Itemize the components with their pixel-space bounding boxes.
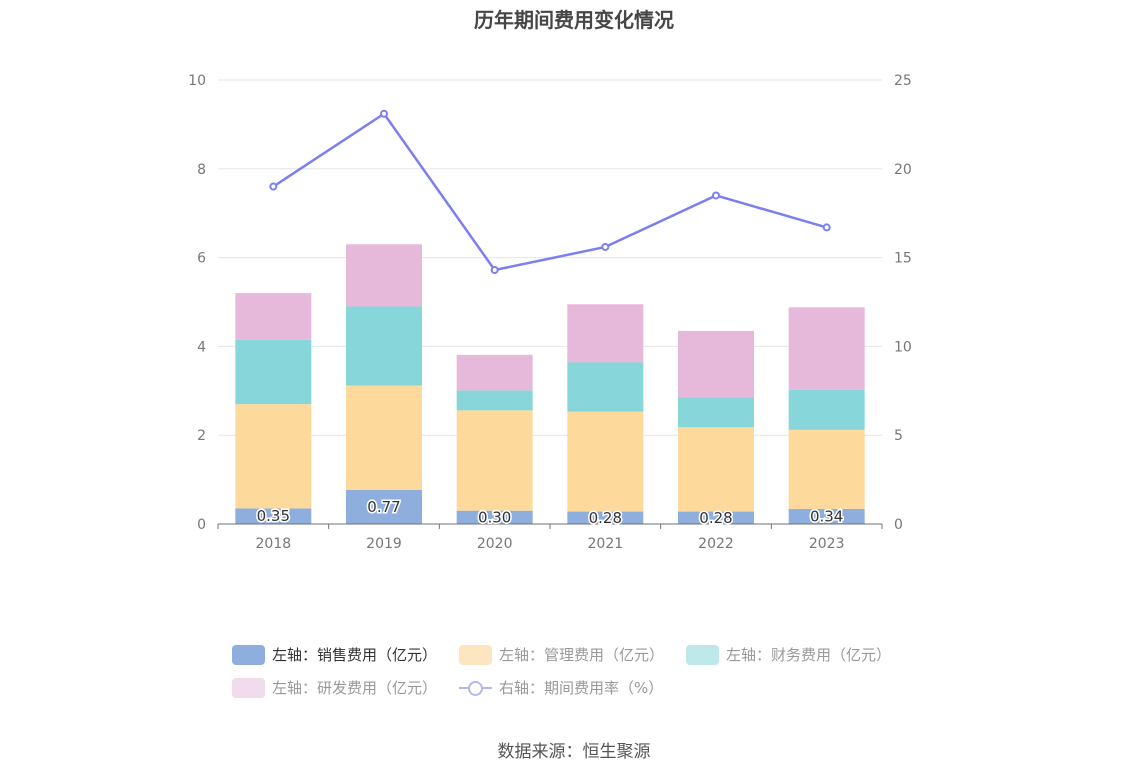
y-left-tick-label: 0 [197, 517, 206, 533]
x-tick-label: 2019 [366, 536, 402, 552]
bar-segment-finance [678, 397, 754, 428]
rate-point [269, 182, 278, 191]
bar-segment-finance [456, 390, 533, 411]
legend-swatch-rd [232, 677, 265, 698]
bar-segment-finance [346, 306, 422, 386]
y-right-tick-label: 15 [894, 251, 912, 267]
data-label-sales: 0.28 [699, 509, 732, 527]
y-right-tick-label: 10 [894, 339, 912, 355]
bar-segment-admin [235, 404, 312, 509]
legend: 左轴：销售费用（亿元） 左轴：管理费用（亿元） 左轴：财务费用（亿元） 左轴：研… [232, 638, 932, 704]
bar-segment-rd [788, 307, 865, 390]
bar-segment-sales [235, 508, 312, 524]
legend-item-admin[interactable]: 左轴：管理费用（亿元） [459, 644, 664, 665]
x-tick-label: 2022 [698, 536, 734, 552]
y-right-tick-label: 25 [894, 73, 912, 89]
legend-item-finance[interactable]: 左轴：财务费用（亿元） [686, 644, 891, 665]
x-tick-label: 2020 [477, 536, 513, 552]
legend-label-finance: 左轴：财务费用（亿元） [726, 646, 892, 664]
y-left-tick-label: 4 [197, 339, 206, 355]
bar-segment-admin [346, 385, 422, 490]
bar-segment-rd [678, 330, 754, 398]
x-tick-label: 2023 [809, 536, 845, 552]
rate-point [822, 223, 831, 232]
bar-segment-admin [678, 427, 754, 512]
bar-segment-rd [567, 304, 644, 363]
chart-title: 历年期间费用变化情况 [474, 8, 674, 32]
y-right-tick-label: 0 [894, 517, 903, 533]
bar-segment-sales [346, 489, 422, 524]
bar-segment-rd [235, 293, 312, 340]
y-left-tick-label: 10 [188, 73, 206, 89]
bar-segment-admin [456, 410, 533, 511]
y-left-tick-label: 8 [197, 162, 206, 178]
rate-line [272, 112, 828, 272]
bar-segment-finance [788, 389, 865, 430]
y-left-tick-label: 2 [197, 428, 206, 444]
legend-item-rd[interactable]: 左轴：研发费用（亿元） [232, 677, 437, 698]
rate-point [712, 191, 720, 200]
rate-point [380, 109, 388, 118]
legend-item-sales[interactable]: 左轴：销售费用（亿元） [232, 644, 437, 665]
bar-segment-admin [567, 411, 644, 512]
y-right-tick-label: 20 [894, 162, 912, 178]
rate-point [490, 266, 499, 275]
bar-segment-sales [456, 510, 533, 524]
data-label-sales: 0.34 [810, 507, 843, 525]
x-tick-label: 2021 [588, 536, 624, 552]
data-label-sales: 0.30 [478, 508, 511, 526]
rate-point [601, 242, 610, 251]
legend-row-1: 左轴：销售费用（亿元） 左轴：管理费用（亿元） 左轴：财务费用（亿元） [232, 638, 932, 671]
legend-swatch-sales [232, 644, 265, 665]
legend-swatch-admin [459, 644, 493, 665]
legend-label-rd: 左轴：研发费用（亿元） [272, 679, 438, 697]
legend-swatch-finance [686, 644, 720, 665]
y-right-tick-label: 5 [894, 428, 903, 444]
chart-canvas: 0 2 4 6 8 10 0 5 10 15 20 25 2018 2019 2020 2021 2022 202… [188, 73, 912, 552]
data-source: 数据来源：恒生聚源 [497, 742, 651, 762]
bar-segment-sales [678, 511, 754, 524]
bar-segment-sales [567, 511, 644, 524]
legend-label-sales: 左轴：销售费用（亿元） [272, 646, 438, 664]
data-label-sales: 0.28 [589, 509, 622, 527]
data-label-sales: 0.77 [367, 498, 400, 516]
legend-label-rate: 右轴：期间费用率（%） [499, 679, 664, 697]
bar-segment-sales [788, 508, 865, 524]
legend-label-admin: 左轴：管理费用（亿元） [499, 646, 665, 664]
legend-item-rate[interactable]: 右轴：期间费用率（%） [459, 677, 663, 698]
data-label-sales: 0.35 [257, 507, 290, 525]
bar-segment-finance [235, 339, 312, 405]
legend-line-marker-icon [459, 678, 493, 698]
bar-segment-finance [567, 362, 644, 412]
legend-row-2: 左轴：研发费用（亿元） 右轴：期间费用率（%） [232, 671, 932, 704]
bar-segment-rd [456, 354, 533, 391]
y-left-tick-label: 6 [197, 251, 206, 267]
bar-segment-rd [346, 244, 422, 307]
x-tick-label: 2018 [256, 536, 292, 552]
bar-segment-admin [788, 429, 865, 509]
